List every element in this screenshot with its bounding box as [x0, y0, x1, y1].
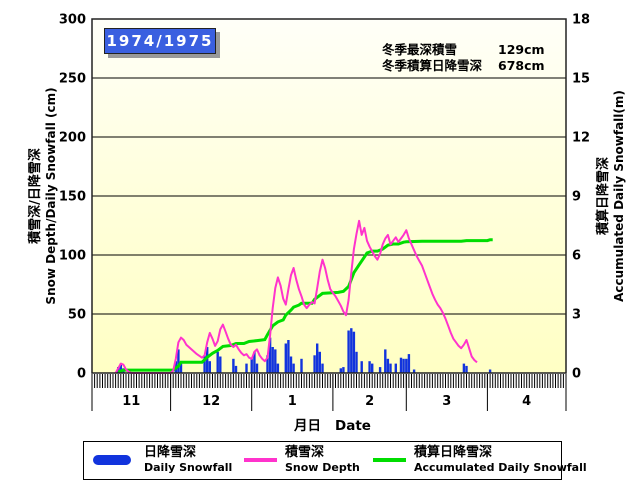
max-depth-value: 129cm	[498, 42, 545, 57]
right-tick-label: 15	[572, 72, 590, 87]
season-title: 1974/1975	[106, 32, 214, 50]
month-label: 4	[522, 394, 531, 409]
month-labels: 11 12 1 2 3 4	[122, 394, 531, 409]
x-axis-title-en: Date	[335, 418, 371, 434]
month-label: 3	[442, 394, 451, 409]
right-tick-label: 0	[572, 367, 581, 382]
snow-depth-swatch-icon	[244, 458, 277, 462]
legend-snow-depth-ja: 積雪深	[285, 445, 325, 460]
left-tick-label: 0	[77, 367, 86, 382]
legend-snow-depth-en: Snow Depth	[285, 461, 360, 474]
gridlines	[92, 77, 566, 315]
month-label: 1	[288, 394, 297, 409]
right-tick-label: 6	[572, 249, 581, 264]
accumulated-snowfall-swatch-icon	[373, 458, 406, 462]
total-snowfall-value: 678cm	[498, 58, 545, 73]
max-depth-label: 冬季最深積雪	[382, 42, 458, 57]
month-label: 11	[122, 394, 140, 409]
month-label: 12	[202, 394, 220, 409]
right-axis-title-ja: 積算日降雪深	[596, 157, 611, 236]
day-ticks	[91, 374, 567, 388]
right-tick-label: 18	[572, 13, 590, 28]
left-tick-label: 50	[68, 308, 86, 323]
left-tick-label: 300	[59, 13, 86, 28]
right-tick-label: 9	[572, 190, 581, 205]
right-axis-title: 積算日降雪深 Accumulated Daily Snowfall(m)	[596, 16, 628, 376]
x-axis-title: 月日 Date	[294, 414, 371, 434]
left-axis-ticks: 0 50 100 150 200 250 300	[59, 13, 86, 382]
accumulated-snowfall-line	[117, 238, 493, 374]
snow-depth-line	[114, 219, 478, 374]
daily-snowfall-bars	[117, 328, 492, 373]
left-tick-label: 250	[59, 72, 86, 87]
daily-snowfall-swatch-icon	[93, 455, 131, 465]
month-label: 2	[365, 394, 374, 409]
right-axis-title-en: Accumulated Daily Snowfall(m)	[612, 90, 626, 302]
right-axis-ticks: 0 3 6 9 12 15 18	[572, 13, 590, 382]
left-axis-title-ja: 積雪深/日降雪深	[28, 148, 43, 244]
legend-accumulated-snowfall-en: Accumulated Daily Snowfall	[414, 461, 587, 474]
right-tick-label: 12	[572, 131, 590, 146]
legend-daily-snowfall-en: Daily Snowfall	[144, 461, 233, 474]
left-tick-label: 200	[59, 131, 86, 146]
left-axis-title-en: Snow Depth/Daily Snowfall (cm)	[44, 87, 58, 305]
left-tick-label: 100	[59, 249, 86, 264]
legend: 日降雪深 Daily Snowfall 積雪深 Snow Depth 積算日降雪…	[83, 441, 587, 480]
left-axis-title: 積雪深/日降雪深 Snow Depth/Daily Snowfall (cm)	[28, 16, 60, 376]
month-ticks	[91, 374, 567, 411]
winter-stats: 冬季最深積雪 129cm 冬季積算日降雪深 678cm	[382, 42, 545, 73]
season-title-box: 1974/1975	[104, 28, 216, 54]
plot-border	[91, 18, 567, 374]
x-axis-title-ja: 月日	[294, 418, 321, 434]
left-tick-label: 150	[59, 190, 86, 205]
total-snowfall-label: 冬季積算日降雪深	[382, 58, 483, 73]
legend-accumulated-snowfall-ja: 積算日降雪深	[414, 445, 493, 460]
legend-daily-snowfall-ja: 日降雪深	[144, 445, 197, 460]
right-tick-label: 3	[572, 308, 581, 323]
